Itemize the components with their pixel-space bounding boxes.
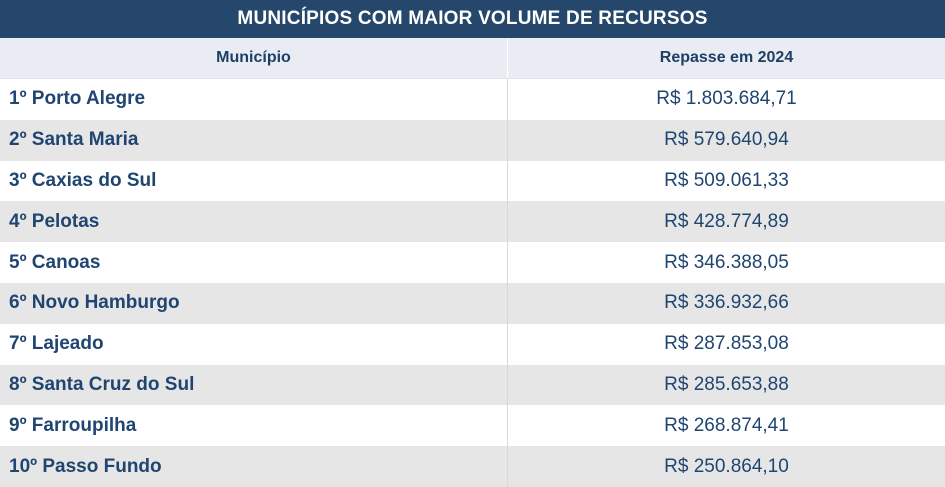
municipio-cell: 9º Farroupilha [0, 405, 508, 447]
repasse-cell: R$ 1.803.684,71 [656, 88, 797, 110]
table-row: 2º Santa Maria R$ 579.640,94 [0, 119, 945, 161]
header-row: Município Repasse em 2024 [0, 38, 945, 79]
municipio-cell: 3º Caxias do Sul [0, 160, 508, 202]
municipio-cell: 5º Canoas [0, 242, 508, 283]
municipio-cell: 1º Porto Alegre [0, 79, 508, 120]
repasse-cell: R$ 336.932,66 [664, 292, 789, 314]
table-row: 1º Porto Alegre R$ 1.803.684,71 [0, 79, 945, 120]
repasse-cell: R$ 268.874,41 [664, 414, 789, 436]
table-row: 9º Farroupilha R$ 268.874,41 [0, 405, 945, 447]
table-row: 6º Novo Hamburgo R$ 336.932,66 [0, 282, 945, 324]
repasse-cell: R$ 509.061,33 [664, 169, 789, 191]
repasse-cell: R$ 428.774,89 [664, 210, 789, 232]
table-body: 1º Porto Alegre R$ 1.803.684,71 2º Santa… [0, 79, 945, 487]
table-row: 5º Canoas R$ 346.388,05 [0, 242, 945, 283]
municipio-cell: 10º Passo Fundo [0, 446, 508, 487]
repasse-cell: R$ 579.640,94 [664, 129, 789, 151]
repasse-cell: R$ 250.864,10 [664, 455, 789, 477]
table-row: 10º Passo Fundo R$ 250.864,10 [0, 446, 945, 487]
table-row: 7º Lajeado R$ 287.853,08 [0, 323, 945, 365]
table-title: MUNICÍPIOS COM MAIOR VOLUME DE RECURSOS [0, 0, 945, 38]
municipio-cell: 6º Novo Hamburgo [0, 282, 508, 324]
repasse-cell: R$ 287.853,08 [664, 333, 789, 355]
table-row: 8º Santa Cruz do Sul R$ 285.653,88 [0, 364, 945, 406]
repasse-cell: R$ 346.388,05 [664, 251, 789, 273]
table-row: 4º Pelotas R$ 428.774,89 [0, 201, 945, 243]
table-row: 3º Caxias do Sul R$ 509.061,33 [0, 160, 945, 202]
municipio-cell: 8º Santa Cruz do Sul [0, 364, 508, 406]
municipio-cell: 7º Lajeado [0, 323, 508, 365]
header-repasse: Repasse em 2024 [659, 49, 794, 66]
header-municipio: Município [0, 38, 508, 78]
municipio-cell: 4º Pelotas [0, 201, 508, 243]
municipio-cell: 2º Santa Maria [0, 119, 508, 161]
repasse-cell: R$ 285.653,88 [664, 373, 789, 395]
